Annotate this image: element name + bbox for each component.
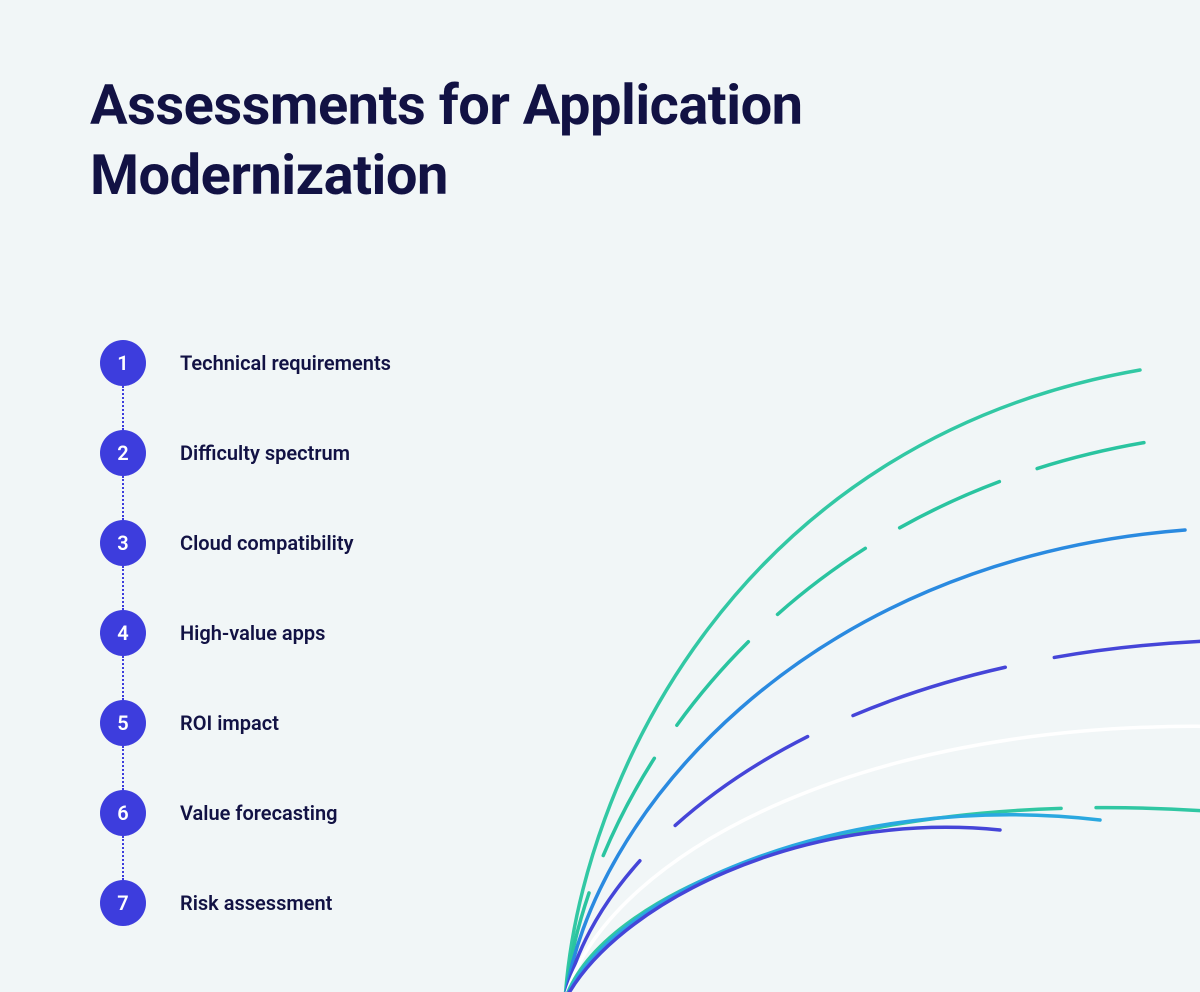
step-label: Technical requirements: [180, 351, 391, 375]
assessment-item: 2 Difficulty spectrum: [100, 430, 391, 476]
step-number-badge: 1: [100, 340, 146, 386]
assessment-item: 1 Technical requirements: [100, 340, 391, 386]
assessment-item: 6 Value forecasting: [100, 790, 391, 836]
step-number: 7: [117, 891, 128, 915]
assessment-list: 1 Technical requirements 2 Difficulty spect…: [100, 340, 391, 926]
step-connector: [122, 656, 124, 700]
step-connector: [122, 476, 124, 520]
assessment-item: 7 Risk assessment: [100, 880, 391, 926]
assessment-item: 4 High-value apps: [100, 610, 391, 656]
step-label: Cloud compatibility: [180, 531, 354, 555]
arc-line: [565, 827, 1000, 992]
infographic-canvas: Assessments for Application Modernizatio…: [0, 0, 1200, 992]
arc-line: [565, 815, 1100, 992]
step-number: 3: [117, 531, 128, 555]
step-label: High-value apps: [180, 621, 325, 645]
step-number-badge: 4: [100, 610, 146, 656]
page-title: Assessments for Application Modernizatio…: [90, 70, 1010, 210]
arc-line: [565, 726, 1200, 992]
arc-line: [565, 370, 1140, 992]
step-number: 1: [117, 351, 128, 375]
step-number: 6: [117, 801, 128, 825]
assessment-item: 3 Cloud compatibility: [100, 520, 391, 566]
step-number-badge: 3: [100, 520, 146, 566]
step-connector: [122, 566, 124, 610]
step-number-badge: 2: [100, 430, 146, 476]
step-label: ROI impact: [180, 711, 279, 735]
step-connector: [122, 386, 124, 430]
step-connector: [122, 836, 124, 880]
arc-line: [565, 440, 1160, 992]
arc-line: [565, 530, 1185, 992]
step-connector: [122, 746, 124, 790]
step-number: 5: [117, 711, 128, 735]
assessment-item: 5 ROI impact: [100, 700, 391, 746]
step-number: 4: [117, 621, 128, 645]
step-number-badge: 6: [100, 790, 146, 836]
arc-line: [565, 640, 1200, 992]
step-number-badge: 5: [100, 700, 146, 746]
step-label: Risk assessment: [180, 891, 332, 915]
step-label: Value forecasting: [180, 801, 338, 825]
step-number-badge: 7: [100, 880, 146, 926]
step-label: Difficulty spectrum: [180, 441, 350, 465]
arc-line: [565, 808, 1200, 992]
step-number: 2: [117, 441, 128, 465]
